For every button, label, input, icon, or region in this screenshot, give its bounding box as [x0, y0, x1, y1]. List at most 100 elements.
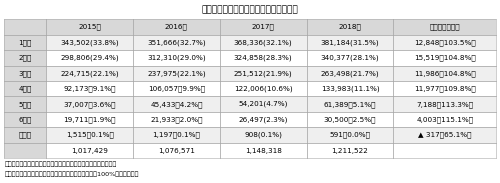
- Bar: [306, 50, 394, 66]
- Bar: [220, 35, 306, 50]
- Bar: [46, 127, 133, 143]
- Text: 340,377(28.1%): 340,377(28.1%): [320, 55, 380, 61]
- Bar: [133, 96, 220, 112]
- Bar: [220, 19, 306, 35]
- Text: その他: その他: [18, 132, 32, 138]
- Bar: [220, 112, 306, 127]
- Text: 1,197（0.1%）: 1,197（0.1%）: [152, 132, 200, 138]
- Bar: [133, 66, 220, 81]
- Bar: [4, 143, 46, 158]
- Text: 11,977（109.8%）: 11,977（109.8%）: [414, 85, 476, 92]
- Bar: [394, 81, 496, 96]
- Text: 45,433（4.2%）: 45,433（4.2%）: [150, 101, 203, 108]
- Bar: [46, 66, 133, 81]
- Text: 237,975(22.1%): 237,975(22.1%): [147, 70, 206, 76]
- Bar: [4, 81, 46, 96]
- Text: 1,515（0.1%）: 1,515（0.1%）: [66, 132, 114, 138]
- Bar: [394, 66, 496, 81]
- Text: 21,933（2.0%）: 21,933（2.0%）: [150, 116, 203, 123]
- Text: 2015年: 2015年: [78, 24, 101, 30]
- Bar: [394, 127, 496, 143]
- Text: 15,519（104.8%）: 15,519（104.8%）: [414, 55, 476, 61]
- Text: 6年生: 6年生: [18, 116, 32, 123]
- Text: 1,211,522: 1,211,522: [332, 147, 368, 154]
- Bar: [220, 66, 306, 81]
- Text: 5年生: 5年生: [18, 101, 32, 108]
- Text: 2018年: 2018年: [338, 24, 361, 30]
- Bar: [46, 35, 133, 50]
- Bar: [133, 50, 220, 66]
- Text: 1年生: 1年生: [18, 39, 32, 46]
- Bar: [306, 96, 394, 112]
- Bar: [306, 112, 394, 127]
- Bar: [133, 112, 220, 127]
- Text: 908(0.1%): 908(0.1%): [244, 132, 282, 138]
- Text: 注）「その他」は、幼児も対象としている学童保育があるため。: 注）「その他」は、幼児も対象としている学童保育があるため。: [5, 161, 117, 167]
- Text: 2017年: 2017年: [252, 24, 274, 30]
- Bar: [133, 143, 220, 158]
- Bar: [306, 143, 394, 158]
- Text: 122,006(10.6%): 122,006(10.6%): [234, 85, 292, 92]
- Text: 251,512(21.9%): 251,512(21.9%): [234, 70, 292, 76]
- Bar: [394, 35, 496, 50]
- Bar: [46, 50, 133, 66]
- Text: 学年別の入所児童数と割合の推移（人）: 学年別の入所児童数と割合の推移（人）: [202, 5, 298, 14]
- Text: 312,310(29.0%): 312,310(29.0%): [147, 55, 206, 61]
- Bar: [133, 127, 220, 143]
- Bar: [220, 50, 306, 66]
- Text: 2016年: 2016年: [165, 24, 188, 30]
- Text: 263,498(21.7%): 263,498(21.7%): [320, 70, 380, 76]
- Bar: [394, 96, 496, 112]
- Text: 133,983(11.1%): 133,983(11.1%): [320, 85, 380, 92]
- Text: 注）割合は項目ごとに四捨五入しているため、合計は100%にならない。: 注）割合は項目ごとに四捨五入しているため、合計は100%にならない。: [5, 171, 140, 177]
- Text: 351,666(32.7%): 351,666(32.7%): [147, 39, 206, 46]
- Bar: [4, 19, 46, 35]
- Text: 1,076,571: 1,076,571: [158, 147, 195, 154]
- Bar: [133, 19, 220, 35]
- Bar: [306, 127, 394, 143]
- Text: ▲ 317（65.1%）: ▲ 317（65.1%）: [418, 132, 472, 138]
- Bar: [394, 143, 496, 158]
- Text: 54,201(4.7%): 54,201(4.7%): [238, 101, 288, 107]
- Text: 106,057（9.9%）: 106,057（9.9%）: [148, 85, 205, 92]
- Bar: [4, 127, 46, 143]
- Text: 298,806(29.4%): 298,806(29.4%): [60, 55, 119, 61]
- Text: 368,336(32.1%): 368,336(32.1%): [234, 39, 292, 46]
- Text: 224,715(22.1%): 224,715(22.1%): [60, 70, 119, 76]
- Bar: [306, 66, 394, 81]
- Text: 7,188（113.3%）: 7,188（113.3%）: [416, 101, 474, 108]
- Text: 4,003（115.1%）: 4,003（115.1%）: [416, 116, 474, 123]
- Bar: [394, 112, 496, 127]
- Bar: [220, 96, 306, 112]
- Text: 増加数・前年比: 増加数・前年比: [430, 24, 460, 30]
- Text: 3年生: 3年生: [18, 70, 32, 77]
- Bar: [220, 81, 306, 96]
- Bar: [4, 35, 46, 50]
- Text: 324,858(28.3%): 324,858(28.3%): [234, 55, 292, 61]
- Bar: [394, 50, 496, 66]
- Text: 1,148,318: 1,148,318: [245, 147, 282, 154]
- Bar: [133, 35, 220, 50]
- Bar: [46, 19, 133, 35]
- Bar: [394, 19, 496, 35]
- Text: 30,500（2.5%）: 30,500（2.5%）: [324, 116, 376, 123]
- Text: 1,017,429: 1,017,429: [71, 147, 108, 154]
- Text: 11,986（104.8%）: 11,986（104.8%）: [414, 70, 476, 77]
- Text: 12,848（103.5%）: 12,848（103.5%）: [414, 39, 476, 46]
- Bar: [46, 96, 133, 112]
- Text: 381,184(31.5%): 381,184(31.5%): [320, 39, 380, 46]
- Bar: [133, 81, 220, 96]
- Bar: [220, 143, 306, 158]
- Text: 92,173（9.1%）: 92,173（9.1%）: [64, 85, 116, 92]
- Bar: [46, 81, 133, 96]
- Bar: [306, 19, 394, 35]
- Text: 2年生: 2年生: [18, 55, 32, 61]
- Text: 19,711（1.9%）: 19,711（1.9%）: [64, 116, 116, 123]
- Bar: [4, 96, 46, 112]
- Bar: [4, 66, 46, 81]
- Bar: [4, 112, 46, 127]
- Text: 26,497(2.3%): 26,497(2.3%): [238, 116, 288, 123]
- Bar: [4, 50, 46, 66]
- Bar: [220, 127, 306, 143]
- Text: 37,007（3.6%）: 37,007（3.6%）: [64, 101, 116, 108]
